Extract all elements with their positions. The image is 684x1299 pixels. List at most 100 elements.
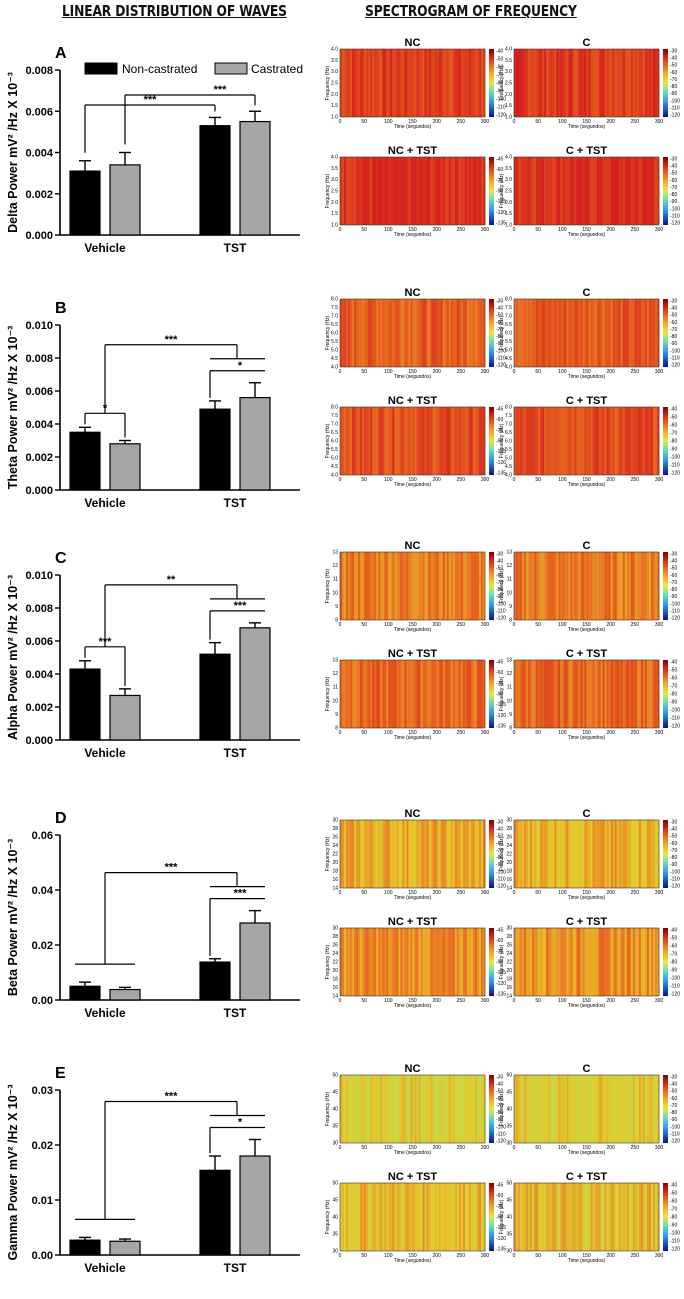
spectrogram-x-tick: 0 (339, 998, 342, 1004)
spectrogram-stripe (564, 1183, 567, 1251)
spectrogram-stripe (352, 49, 355, 117)
spectrogram-stripe (458, 407, 462, 475)
spectrogram-stripe (602, 660, 605, 728)
spectrogram-x-tick: 300 (655, 119, 664, 125)
spectrogram-frame (339, 406, 486, 476)
colorbar-tick: -40 (670, 56, 677, 62)
spectrogram-y-tick: 3.0 (331, 177, 338, 183)
spectrogram-stripe (410, 660, 413, 728)
spectrogram-stripe (614, 928, 618, 996)
spectrogram-stripe (626, 1075, 630, 1143)
spectrogram-stripe (650, 299, 654, 367)
spectrogram-stripe (412, 407, 415, 475)
spectrogram-stripe (428, 928, 431, 996)
spectrogram-y-tick: 8 (335, 726, 338, 732)
spectrogram-stripe (586, 299, 589, 367)
colorbar-tick: -40 (496, 49, 503, 55)
spectrogram-stripe (348, 157, 351, 225)
spectrogram-stripe (646, 49, 650, 117)
colorbar-tick: -50 (496, 1089, 503, 1095)
colorbar-tick: -80 (670, 439, 677, 445)
spectrogram-stripe (464, 1183, 468, 1251)
spectrogram-stripe (514, 552, 517, 620)
spectrogram-stripe (634, 407, 638, 475)
spectrogram-stripe (352, 928, 355, 996)
spectrogram-stripe (474, 1075, 478, 1143)
spectrogram-stripe (626, 1183, 630, 1251)
spectrogram-x-tick: 50 (361, 227, 367, 233)
spectrogram-stripe (342, 407, 345, 475)
y-tick-label: 0.000 (25, 735, 53, 747)
spectrogram-stripe (524, 820, 527, 888)
spectrogram-stripe (634, 928, 638, 996)
colorbar-tick: -110 (670, 463, 680, 469)
spectrogram-x-tick: 0 (513, 119, 516, 125)
colorbar-tick: -60 (670, 841, 677, 847)
y-tick-label: 0.006 (25, 636, 53, 648)
spectrogram-stripe (350, 1183, 353, 1251)
spectrogram-stripe (362, 552, 365, 620)
spectrogram-stripe (652, 660, 656, 728)
spectrogram-stripe (642, 552, 646, 620)
spectrogram-y-tick: 3.0 (331, 69, 338, 75)
spectrogram-x-tick: 0 (513, 1145, 516, 1151)
spectrogram-stripe (402, 299, 405, 367)
spectrogram-stripe (612, 1183, 615, 1251)
spectrogram-stripe (594, 299, 597, 367)
spectrogram-stripe (450, 820, 454, 888)
spectrogram-stripe (586, 407, 589, 475)
spectrogram-stripe (550, 820, 553, 888)
colorbar-tick: -100 (670, 348, 680, 354)
spectrogram-stripe (456, 407, 460, 475)
spectrogram-stripe (446, 1183, 450, 1251)
spectrogram-stripe (620, 1183, 624, 1251)
spectrogram-stripe (428, 49, 431, 117)
spectrogram-stripe (440, 660, 444, 728)
spectrogram-stripe (420, 928, 423, 996)
spectrogram-x-tick: 50 (361, 1253, 367, 1259)
spectrogram-stripe (536, 820, 539, 888)
spectrogram-stripe (342, 552, 345, 620)
spectrogram-y-tick: 6.0 (505, 439, 512, 445)
spectrogram-stripe (616, 552, 620, 620)
spectrogram-y-tick: 1.0 (331, 115, 338, 121)
spectrogram-stripe (430, 407, 433, 475)
spectrogram-stripe (420, 820, 423, 888)
spectrogram-stripe (416, 1183, 419, 1251)
significance-label: *** (234, 600, 248, 612)
colorbar (489, 552, 494, 620)
spectrogram-stripe (632, 407, 636, 475)
spectrogram-stripe (414, 820, 417, 888)
spectrogram-stripe (378, 660, 381, 728)
spectrogram-stripe (400, 1183, 403, 1251)
spectrogram-stripe (420, 660, 423, 728)
spectrogram-stripe (622, 299, 626, 367)
spectrogram-a-1: NC1.01.52.02.53.03.54.00 50 100 150 200 250 30… (325, 37, 506, 130)
spectrogram-stripe (570, 1183, 573, 1251)
spectrogram-stripe (594, 552, 597, 620)
spectrogram-x-tick: 50 (361, 622, 367, 628)
colorbar (489, 157, 494, 225)
spectrogram-stripe (370, 552, 373, 620)
spectrogram-stripe (354, 1183, 357, 1251)
spectrogram-stripe (440, 49, 444, 117)
spectrogram-frame (513, 406, 660, 476)
spectrogram-stripe (594, 1075, 597, 1143)
spectrogram-stripe (418, 552, 421, 620)
colorbar-tick: -40 (496, 559, 503, 565)
spectrogram-stripe (598, 49, 601, 117)
spectrogram-stripe (568, 157, 571, 225)
spectrogram-stripe (622, 660, 626, 728)
spectrogram-y-tick: 8 (335, 618, 338, 624)
spectrogram-stripe (632, 49, 636, 117)
spectrogram-stripe (546, 552, 549, 620)
spectrogram-stripe (398, 49, 401, 117)
spectrogram-stripe (442, 1075, 446, 1143)
spectrogram-stripe (552, 1075, 555, 1143)
spectrogram-stripe (650, 49, 654, 117)
bar-castrated (239, 627, 271, 741)
spectrogram-x-tick: 300 (655, 1253, 664, 1259)
spectrogram-stripe (388, 157, 391, 225)
spectrogram-stripe (388, 49, 391, 117)
